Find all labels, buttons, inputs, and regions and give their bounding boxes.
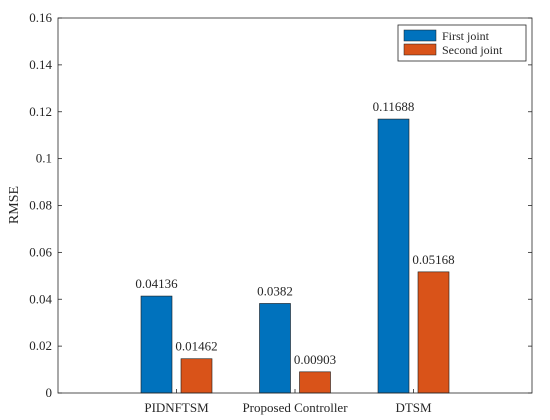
bar-value-label: 0.00903 — [294, 352, 336, 367]
y-tick-label: 0.08 — [29, 198, 52, 213]
x-tick-label: Proposed Controller — [242, 400, 348, 415]
bar-first-joint — [140, 295, 173, 394]
legend-label: First joint — [442, 29, 490, 43]
legend-label: Second joint — [442, 43, 503, 57]
legend-swatch — [403, 43, 437, 56]
bar-value-label: 0.11688 — [373, 99, 415, 114]
bars-layer — [140, 118, 450, 394]
bar-value-label: 0.04136 — [135, 276, 178, 291]
y-tick-label: 0.02 — [29, 338, 52, 353]
y-axis-ticks: 0 0.02 0.04 0.06 0.08 0.1 0.12 0.14 0.16 — [29, 10, 532, 400]
bar-second-joint — [299, 371, 331, 394]
bar-value-label: 0.01462 — [175, 339, 217, 354]
bar-second-joint — [417, 271, 450, 394]
y-tick-label: 0.06 — [29, 244, 52, 259]
y-tick-label: 0.12 — [29, 104, 52, 119]
bar-value-label: 0.05168 — [412, 252, 454, 267]
y-tick-label: 0 — [46, 385, 53, 400]
plot-area — [58, 18, 532, 393]
bar-value-label: 0.0382 — [257, 283, 293, 298]
legend-swatch — [403, 29, 437, 42]
x-axis-ticks: PIDNFTSM Proposed Controller DTSM — [144, 389, 432, 415]
y-tick-label: 0.04 — [29, 291, 52, 306]
y-axis-title: RMSE — [7, 186, 22, 224]
y-tick-label: 0.14 — [29, 57, 52, 72]
x-tick-label: PIDNFTSM — [144, 400, 209, 415]
y-tick-label: 0.16 — [29, 10, 52, 25]
x-tick-label: DTSM — [395, 400, 432, 415]
bar-first-joint — [377, 118, 410, 394]
plot-frame — [57, 17, 533, 394]
y-tick-label: 0.1 — [36, 151, 52, 166]
bar-first-joint — [259, 303, 291, 394]
data-labels-layer: 0.04136 0.01462 0.0382 0.00903 0.11688 0.0516… — [135, 99, 454, 367]
bar-second-joint — [180, 358, 213, 394]
